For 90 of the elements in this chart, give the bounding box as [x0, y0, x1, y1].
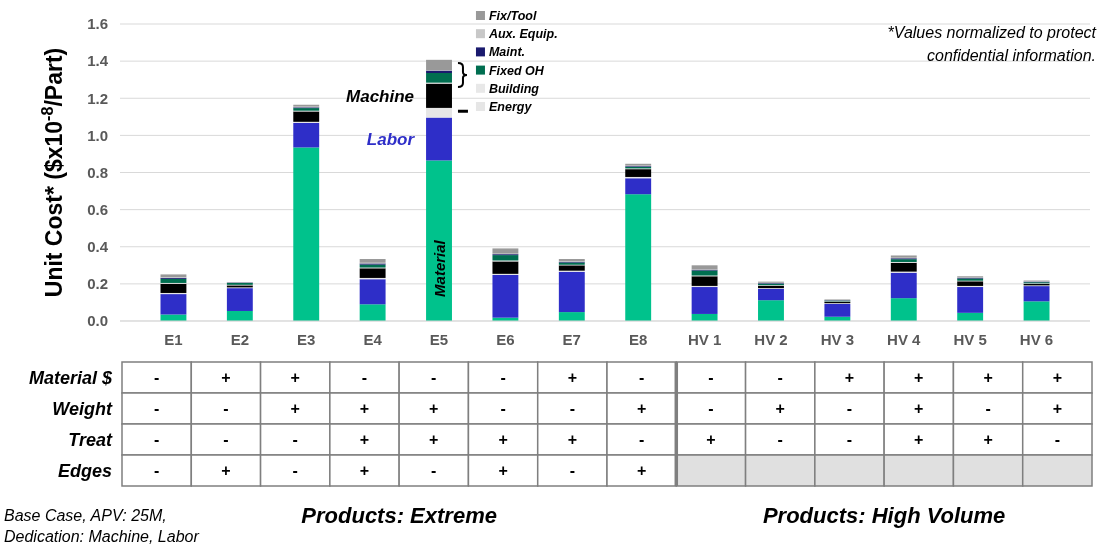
- legend-label: Fixed OH: [488, 63, 545, 78]
- text: -: [985, 400, 991, 418]
- text: -: [223, 400, 229, 418]
- x-tick-label: E3: [297, 331, 316, 348]
- text: -: [292, 431, 298, 449]
- annotation: *Values normalized to protect confidential information.: [887, 24, 1097, 64]
- text: -: [846, 400, 853, 418]
- text: +: [221, 369, 231, 387]
- text: +: [290, 400, 300, 418]
- text: -: [153, 462, 160, 480]
- x-tick-label: HV 6: [1019, 331, 1054, 348]
- legend-label: Maint.: [488, 45, 526, 60]
- category-label: Treat: [68, 429, 112, 450]
- x-tick-label: HV 3: [820, 331, 855, 348]
- x-tick-label: HV 4: [887, 331, 922, 348]
- text: +: [844, 369, 855, 387]
- text: +: [498, 462, 508, 480]
- text: +: [1052, 369, 1063, 387]
- series-label: Machine: [346, 86, 415, 106]
- text: Products: High Volume: [762, 503, 1006, 528]
- legend-label: Aux. Equip.: [487, 27, 558, 42]
- x-tick-label: HV 5: [953, 331, 987, 348]
- x-tick-label: HV 2: [754, 331, 788, 348]
- text: +: [983, 431, 993, 449]
- text: -: [777, 431, 783, 449]
- text: -: [223, 431, 229, 449]
- text: -: [569, 462, 576, 480]
- y-tick-label: 0.8: [87, 163, 108, 181]
- x-tick-label: E2: [230, 331, 250, 348]
- text: +: [914, 369, 924, 387]
- x-tick-label: E7: [562, 331, 581, 348]
- text: -: [777, 369, 783, 387]
- text: +: [429, 400, 439, 418]
- y-tick-label: 1.0: [87, 126, 108, 144]
- x-tick-label: E4: [363, 331, 383, 348]
- text: +: [1052, 400, 1063, 418]
- text: -: [846, 431, 853, 449]
- text: +: [914, 431, 924, 449]
- text: -: [638, 431, 645, 449]
- text: -: [1054, 431, 1061, 449]
- text: +: [775, 400, 785, 418]
- category-label: Edges: [57, 460, 112, 481]
- text: +: [498, 431, 508, 449]
- x-tick-label: E6: [496, 331, 515, 348]
- x-tick-label: E1: [164, 331, 183, 348]
- text: -: [292, 462, 298, 480]
- text: +: [706, 431, 716, 449]
- text: +: [636, 462, 647, 480]
- text: +: [567, 431, 578, 449]
- y-tick-label: 0.6: [87, 200, 108, 218]
- text: -: [431, 462, 437, 480]
- text: +: [983, 369, 993, 387]
- y-tick-label: 0.2: [87, 275, 108, 293]
- y-tick-label: 1.2: [87, 89, 108, 107]
- category-label: Weight: [52, 398, 112, 419]
- text: -: [361, 369, 368, 387]
- legend-label: Building: [488, 81, 540, 96]
- text: -: [153, 369, 160, 387]
- text: -: [569, 400, 576, 418]
- legend-label: Energy: [488, 100, 533, 114]
- text: -: [500, 400, 506, 418]
- text: +: [290, 369, 300, 387]
- series-label: Material: [431, 239, 449, 297]
- y-tick-label: 0.0: [87, 312, 108, 330]
- x-tick-label: HV 1: [687, 331, 722, 348]
- text: -: [153, 431, 160, 449]
- text: -: [500, 369, 506, 387]
- text: Base Case, APV: 25M, Dedication: Machine, Labor: [4, 507, 200, 545]
- series-label: Labor: [366, 129, 416, 149]
- text: +: [359, 431, 370, 449]
- text: +: [429, 431, 439, 449]
- y-tick-label: 0.4: [87, 238, 109, 255]
- text: +: [636, 400, 647, 418]
- x-tick-label: E8: [629, 331, 648, 348]
- text: -: [431, 369, 437, 387]
- text: -: [708, 369, 714, 387]
- text: +: [359, 462, 370, 480]
- text: +: [567, 369, 578, 387]
- y-tick-label: 1.6: [87, 15, 108, 33]
- text: -: [708, 400, 714, 418]
- text: +: [914, 400, 924, 418]
- category-label: Material $: [28, 367, 112, 388]
- text: Products: Extreme: [301, 503, 497, 528]
- x-tick-label: E5: [429, 331, 449, 348]
- y-tick-label: 1.4: [87, 52, 109, 70]
- legend-label: Fix/Tool: [488, 9, 537, 23]
- text: -: [638, 369, 645, 387]
- text: -: [153, 400, 160, 418]
- text: +: [359, 400, 370, 418]
- text: +: [221, 462, 231, 480]
